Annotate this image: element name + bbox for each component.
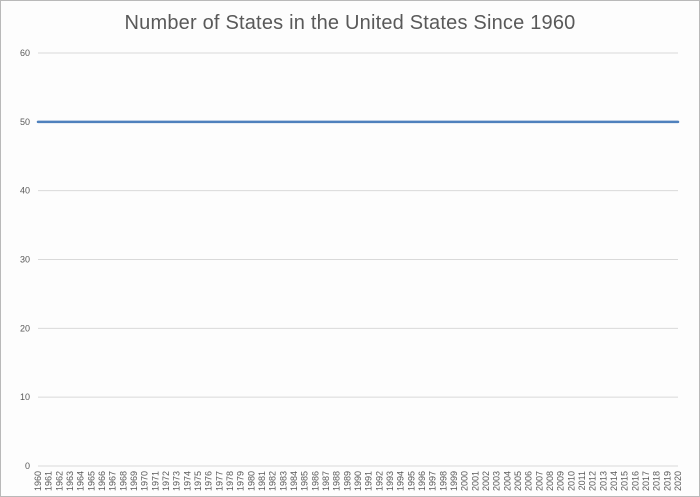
x-tick-label: 2011 [577, 471, 587, 490]
x-tick-label: 2008 [545, 471, 555, 491]
y-tick-label: 0 [25, 461, 30, 471]
x-tick-label: 1980 [246, 471, 256, 491]
x-tick-label: 1966 [97, 471, 107, 491]
x-tick-label: 2015 [620, 471, 630, 491]
x-tick-label: 1976 [204, 471, 214, 491]
y-tick-label: 50 [20, 117, 30, 127]
x-tick-label: 1965 [86, 471, 96, 491]
x-tick-label: 1991 [364, 471, 374, 491]
x-tick-label: 2002 [481, 471, 491, 491]
x-tick-label: 2019 [662, 471, 672, 491]
x-tick-label: 2001 [470, 471, 480, 491]
x-tick-label: 2006 [524, 471, 534, 491]
x-tick-label: 1982 [268, 471, 278, 491]
x-tick-label: 2020 [673, 471, 683, 491]
x-tick-label: 1999 [449, 471, 459, 491]
x-tick-label: 1995 [406, 471, 416, 491]
x-tick-label: 2016 [630, 471, 640, 491]
x-tick-label: 1964 [76, 471, 86, 491]
x-tick-label: 1996 [417, 471, 427, 491]
x-tick-label: 1997 [428, 471, 438, 491]
x-tick-label: 1987 [321, 471, 331, 491]
y-tick-label: 30 [20, 255, 30, 265]
x-tick-label: 1981 [257, 471, 267, 491]
x-tick-label: 1960 [33, 471, 43, 491]
x-tick-label: 1988 [332, 471, 342, 491]
y-tick-label: 20 [20, 323, 30, 333]
x-tick-label: 2014 [609, 471, 619, 491]
x-tick-label: 1973 [172, 471, 182, 491]
x-tick-label: 2000 [460, 471, 470, 491]
y-tick-label: 10 [20, 392, 30, 402]
x-tick-label: 1993 [385, 471, 395, 491]
x-tick-label: 1985 [300, 471, 310, 491]
x-tick-label: 2005 [513, 471, 523, 491]
x-tick-label: 2012 [588, 471, 598, 491]
x-tick-label: 1977 [214, 471, 224, 491]
x-tick-label: 1998 [438, 471, 448, 491]
x-tick-label: 2017 [641, 471, 651, 491]
x-tick-label: 1989 [342, 471, 352, 491]
x-tick-label: 1967 [108, 471, 118, 491]
x-tick-label: 1984 [289, 471, 299, 491]
x-tick-label: 1992 [374, 471, 384, 491]
x-tick-label: 1986 [310, 471, 320, 491]
x-tick-label: 1972 [161, 471, 171, 491]
x-tick-label: 1971 [150, 471, 160, 491]
x-tick-label: 1961 [44, 471, 54, 491]
y-tick-label: 40 [20, 186, 30, 196]
x-tick-label: 2003 [492, 471, 502, 491]
y-tick-label: 60 [20, 48, 30, 58]
x-tick-label: 1975 [193, 471, 203, 491]
chart-title: Number of States in the United States Si… [124, 12, 576, 34]
x-tick-label: 2004 [502, 471, 512, 491]
x-tick-label: 1968 [118, 471, 128, 491]
x-tick-label: 1983 [278, 471, 288, 491]
x-tick-label: 1979 [236, 471, 246, 491]
x-tick-label: 1974 [182, 471, 192, 491]
x-tick-label: 1994 [396, 471, 406, 491]
x-tick-label: 1970 [140, 471, 150, 491]
x-tick-label: 1969 [129, 471, 139, 491]
x-tick-label: 2007 [534, 471, 544, 491]
x-tick-label: 1963 [65, 471, 75, 491]
x-tick-label: 2009 [556, 471, 566, 491]
x-tick-label: 1962 [54, 471, 64, 491]
x-tick-label: 2013 [598, 471, 608, 491]
x-tick-label: 1990 [353, 471, 363, 491]
x-tick-label: 2010 [566, 471, 576, 491]
x-tick-label: 2018 [652, 471, 662, 491]
x-tick-label: 1978 [225, 471, 235, 491]
